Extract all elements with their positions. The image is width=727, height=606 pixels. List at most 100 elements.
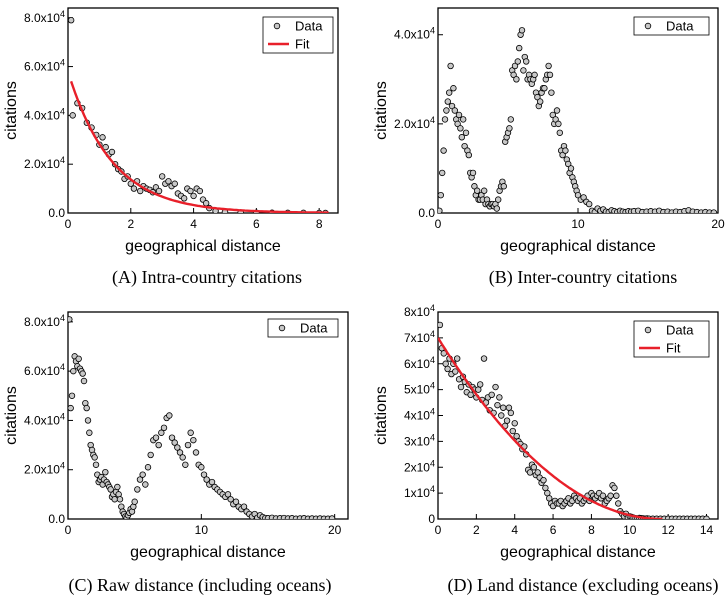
plot-content <box>68 316 336 519</box>
y-tick-exponent: 4 <box>60 313 65 323</box>
y-tick-label: 8.0x104 <box>24 313 65 329</box>
data-point <box>68 316 73 323</box>
data-point <box>190 192 197 200</box>
data-point <box>68 404 74 412</box>
y-tick-mantissa: 5x10 <box>404 383 430 397</box>
data-point <box>69 112 76 119</box>
data-point <box>440 147 447 154</box>
y-tick-label: 7x104 <box>404 329 435 345</box>
x-tick-label: 12 <box>661 523 675 537</box>
data-point <box>513 433 520 440</box>
panel-c: 0 10 200.02.0x1044.0x1046.0x1048.0x104geog… <box>3 311 349 596</box>
legend-fit-label: Fit <box>666 341 681 356</box>
data-point <box>562 147 569 154</box>
data-point <box>480 355 488 362</box>
legend: Data <box>633 16 710 36</box>
y-tick-mantissa: 8.0x10 <box>24 11 60 25</box>
data-point <box>457 383 465 391</box>
data-point <box>227 496 234 503</box>
data-point <box>516 44 523 52</box>
panel-caption: (B) Inter-country citations <box>489 267 678 288</box>
y-tick-label: 2.0x104 <box>24 155 65 171</box>
y-tick-mantissa: 6.0x10 <box>24 364 60 378</box>
y-axis-title: citations <box>373 386 390 445</box>
data-point <box>444 98 451 105</box>
y-tick-label: 5x104 <box>404 381 435 397</box>
data-point <box>84 417 92 424</box>
y-tick-exponent: 4 <box>60 106 65 116</box>
data-point <box>200 471 208 478</box>
x-tick-label: 0 <box>435 217 442 231</box>
data-point <box>438 191 444 199</box>
y-tick-exponent: 4 <box>60 362 65 372</box>
data-point <box>451 107 458 114</box>
y-tick-exponent: 4 <box>430 355 435 365</box>
y-tick-label: 4.0x104 <box>24 411 65 427</box>
data-point <box>607 492 614 499</box>
data-point <box>559 151 566 159</box>
panel-caption: (A) Intra-country citations <box>112 267 302 288</box>
data-point <box>142 481 149 488</box>
y-tick-label: 0.0 <box>418 206 435 220</box>
legend-data-label: Data <box>666 19 694 34</box>
data-point <box>534 93 541 101</box>
panel-d: 0 2 4 6 8 10 12 1401x1042x1043x1044x1045x1046x1… <box>373 303 719 596</box>
data-point <box>498 412 505 419</box>
data-point <box>158 429 165 436</box>
plot-frame <box>67 311 349 520</box>
data-point <box>506 125 513 132</box>
data-point <box>537 98 544 105</box>
y-tick-exponent: 4 <box>430 115 435 125</box>
data-point <box>198 464 205 471</box>
data-point <box>510 71 517 79</box>
y-tick-label: 2.0x104 <box>24 461 65 477</box>
y-tick-mantissa: 6x10 <box>404 357 430 371</box>
data-point <box>548 89 555 96</box>
x-tick-label: 0 <box>65 217 72 231</box>
y-tick-exponent: 4 <box>60 9 65 19</box>
data-point <box>475 386 482 393</box>
data-point <box>461 142 468 150</box>
y-tick-label: 3x104 <box>404 432 435 448</box>
legend-box <box>267 318 339 338</box>
x-tick-label: 4 <box>190 217 197 231</box>
x-tick-label: 8 <box>316 217 323 231</box>
data-point <box>514 58 521 65</box>
data-point <box>187 429 194 436</box>
data-point <box>450 85 457 92</box>
data-point <box>240 503 248 510</box>
y-tick-exponent: 4 <box>60 461 65 471</box>
data-point <box>328 515 336 519</box>
legend-data-marker <box>278 324 286 332</box>
data-point <box>438 207 443 213</box>
data-point <box>511 62 519 70</box>
legend-data-marker <box>273 22 281 30</box>
y-tick-exponent: 4 <box>430 381 435 391</box>
legend-box <box>262 16 334 54</box>
data-point <box>580 194 587 201</box>
data-point <box>184 441 192 449</box>
data-point <box>611 484 618 492</box>
legend-box <box>633 320 710 358</box>
data-point <box>203 476 210 483</box>
legend: Data Fit <box>633 320 710 358</box>
data-point <box>144 464 152 471</box>
y-tick-mantissa: 0 <box>428 512 435 526</box>
y-tick-label: 0.0 <box>48 206 65 220</box>
data-point <box>500 404 507 411</box>
data-point <box>160 424 168 432</box>
data-point <box>542 484 549 492</box>
data-point <box>496 394 503 401</box>
plot-content <box>438 321 710 519</box>
legend-data-label: Data <box>300 321 328 336</box>
y-tick-mantissa: 3x10 <box>404 434 430 448</box>
data-point <box>555 120 562 128</box>
data-point <box>158 173 166 180</box>
y-tick-mantissa: 0.0 <box>48 206 65 220</box>
data-point <box>556 129 563 136</box>
y-tick-label: 6.0x104 <box>24 58 65 74</box>
data-point <box>438 321 444 329</box>
data-point <box>441 116 449 123</box>
x-tick-label: 0 <box>435 523 442 537</box>
data-point <box>442 360 449 367</box>
